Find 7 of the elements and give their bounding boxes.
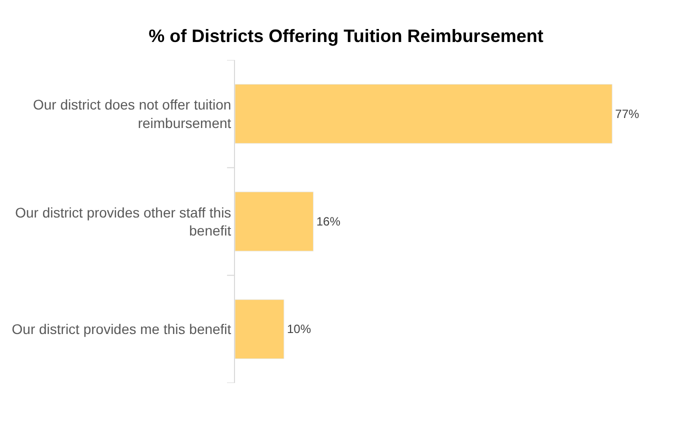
- y-tick-label: Our district provides me this benefit: [12, 321, 232, 338]
- data-label: 16%: [316, 214, 341, 228]
- y-tick-label: Our district provides other staff this benefit: [15, 204, 232, 238]
- data-label: 10%: [286, 322, 312, 336]
- y-tick-label: Our district does not offer tuition reimbursement: [33, 96, 232, 131]
- chart-title: % of Districts Offering Tuition Reimbursement: [148, 26, 544, 46]
- data-label: 77%: [615, 106, 640, 121]
